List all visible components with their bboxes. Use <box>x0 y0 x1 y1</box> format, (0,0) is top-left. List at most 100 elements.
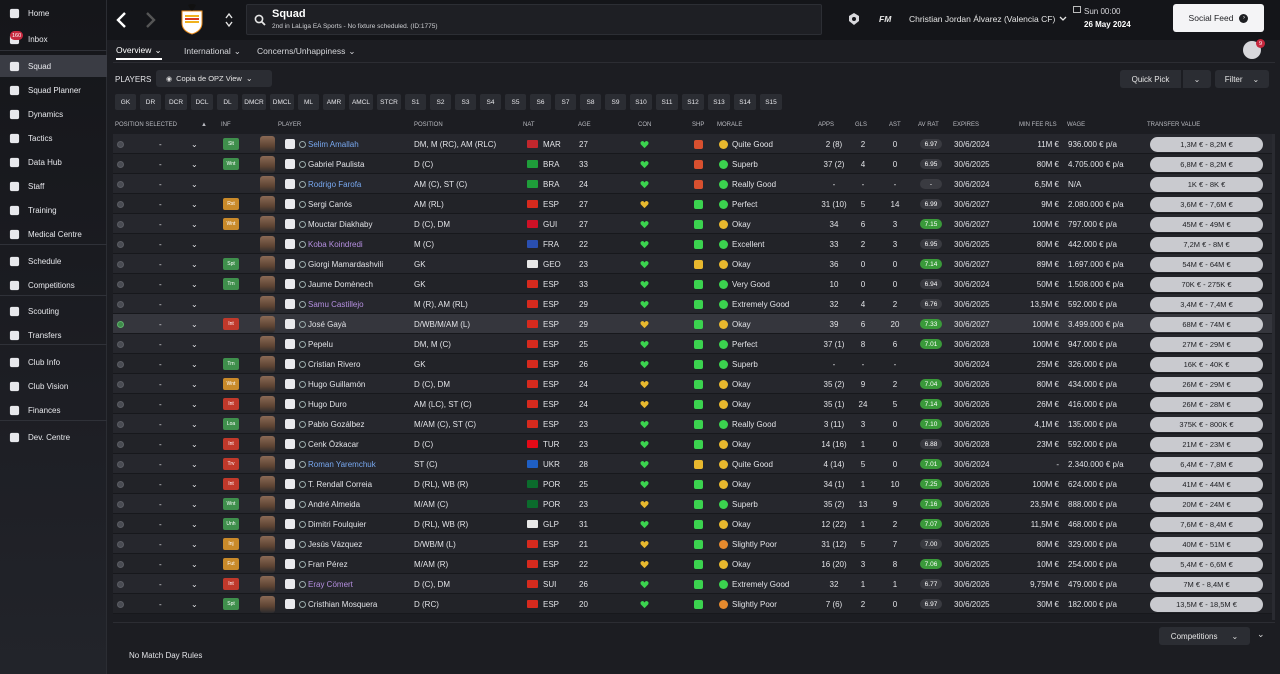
select-cell[interactable] <box>117 214 124 234</box>
select-cell[interactable] <box>117 254 124 274</box>
col-wage[interactable]: WAGE <box>1067 122 1086 128</box>
select-cell[interactable] <box>117 534 124 554</box>
select-cell[interactable] <box>117 494 124 514</box>
sidebar-item-home[interactable]: Home <box>0 2 107 24</box>
selection-dot[interactable] <box>117 320 124 328</box>
position-dropdown[interactable]: ⌄ <box>191 274 198 294</box>
position-filter-s5[interactable]: S5 <box>505 94 526 110</box>
table-row[interactable]: - ⌄ Int T. Rendall Correia D (RL), WB (R) POR… <box>113 474 1275 494</box>
selection-dot[interactable] <box>117 480 124 488</box>
sidebar-item-staff[interactable]: Staff <box>0 175 107 197</box>
table-row[interactable]: - ⌄ Trv Roman Yaremchuk ST (C) UKR 28 Quite Goo… <box>113 454 1275 474</box>
selection-dot[interactable] <box>117 160 124 168</box>
sidebar-item-inbox[interactable]: 160 Inbox <box>0 28 107 50</box>
col-position[interactable]: POSITION <box>414 122 443 128</box>
selection-dot[interactable] <box>117 440 124 448</box>
position-dropdown[interactable]: ⌄ <box>191 514 198 534</box>
player-name[interactable]: Gabriel Paulista <box>308 159 365 169</box>
selection-dot[interactable] <box>117 400 124 408</box>
player-name[interactable]: Jesús Vázquez <box>308 539 363 549</box>
col-position-selected[interactable]: POSITION SELECTED <box>115 122 178 128</box>
table-row[interactable]: - ⌄ Spt Cristhian Mosquera D (RC) ESP 20 Slight… <box>113 594 1275 614</box>
selection-dot[interactable] <box>117 580 124 588</box>
col-gls[interactable]: GLS <box>855 122 868 128</box>
select-cell[interactable] <box>117 334 124 354</box>
select-cell[interactable] <box>117 174 124 194</box>
position-dropdown[interactable]: ⌄ <box>191 594 198 614</box>
select-cell[interactable] <box>117 374 124 394</box>
table-row[interactable]: - ⌄ Trn Jaume Domènech GK ESP 33 Very Good 10 0 0 6… <box>113 274 1275 294</box>
col-player[interactable]: PLAYER <box>278 122 302 128</box>
select-cell[interactable] <box>117 514 124 534</box>
select-cell[interactable] <box>117 454 124 474</box>
position-filter-dcr[interactable]: DCR <box>165 94 187 110</box>
table-row[interactable]: - ⌄ Samu Castillejo M (R), AM (RL) ESP 29 Extr… <box>113 294 1275 314</box>
tab-concerns[interactable]: Concerns/Unhappiness ⌄ <box>257 42 355 60</box>
table-row[interactable]: - ⌄ Slt Selim Amallah DM, M (RC), AM (RLC) MA… <box>113 134 1275 154</box>
selection-dot[interactable] <box>117 420 124 428</box>
table-row[interactable]: - ⌄ Int José Gayà D/WB/M/AM (L) ESP 29 Okay 39 6 2… <box>113 314 1275 334</box>
player-name[interactable]: Cenk Özkacar <box>308 439 359 449</box>
position-filter-s7[interactable]: S7 <box>555 94 576 110</box>
position-dropdown[interactable]: ⌄ <box>191 134 198 154</box>
position-dropdown[interactable]: ⌄ <box>191 554 198 574</box>
view-select[interactable]: ◉ Copia de OPZ View ⌄ <box>156 70 272 87</box>
position-dropdown[interactable]: ⌄ <box>191 154 198 174</box>
sidebar-item-medical-centre[interactable]: Medical Centre <box>0 223 107 245</box>
select-cell[interactable] <box>117 234 124 254</box>
position-filter-s2[interactable]: S2 <box>430 94 451 110</box>
position-filter-dcl[interactable]: DCL <box>191 94 213 110</box>
table-row[interactable]: - ⌄ Pepelu DM, M (C) ESP 25 Perfect 37 (1) 8 6 7.0… <box>113 334 1275 354</box>
table-row[interactable]: - ⌄ Wnt Hugo Guillamón D (C), DM ESP 24 Okay 35 … <box>113 374 1275 394</box>
position-filter-dl[interactable]: DL <box>217 94 238 110</box>
back-button[interactable] <box>113 10 131 30</box>
sidebar-item-schedule[interactable]: Schedule <box>0 250 107 272</box>
position-dropdown[interactable]: ⌄ <box>191 414 198 434</box>
search-box[interactable]: Squad 2nd in LaLiga EA Sports - No fixtu… <box>246 4 822 35</box>
expand-chevron-icon[interactable]: ⌄ <box>1257 629 1265 639</box>
player-name[interactable]: Hugo Duro <box>308 399 347 409</box>
filter-button[interactable]: Filter ⌄ <box>1215 70 1269 88</box>
table-row[interactable]: - ⌄ Int Cenk Özkacar D (C) TUR 23 Okay 14 (16) 1 0… <box>113 434 1275 454</box>
sidebar-item-dev-centre[interactable]: Dev. Centre <box>0 426 107 448</box>
position-filter-s12[interactable]: S12 <box>682 94 704 110</box>
player-name[interactable]: Dimitri Foulquier <box>308 519 367 529</box>
player-name[interactable]: Pablo Gozálbez <box>308 419 365 429</box>
table-row[interactable]: - ⌄ Unh Dimitri Foulquier D (RL), WB (R) GLP 3… <box>113 514 1275 534</box>
table-row[interactable]: - ⌄ Wnt Gabriel Paulista D (C) BRA 33 Superb 37 … <box>113 154 1275 174</box>
player-name[interactable]: Mouctar Diakhaby <box>308 219 373 229</box>
table-row[interactable]: - ⌄ Wnt André Almeida M/AM (C) POR 23 Superb 35 … <box>113 494 1275 514</box>
sidebar-item-dynamics[interactable]: Dynamics <box>0 103 107 125</box>
position-dropdown[interactable]: ⌄ <box>191 194 198 214</box>
player-name[interactable]: José Gayà <box>308 319 347 329</box>
select-cell[interactable] <box>117 474 124 494</box>
position-dropdown[interactable]: ⌄ <box>191 434 198 454</box>
player-name[interactable]: Selim Amallah <box>308 139 359 149</box>
position-filter-amcl[interactable]: AMCL <box>349 94 373 110</box>
position-dropdown[interactable]: ⌄ <box>191 254 198 274</box>
col-apps[interactable]: APPS <box>818 122 835 128</box>
col-nat[interactable]: NAT <box>523 122 535 128</box>
scrollbar[interactable] <box>1272 134 1275 620</box>
manager-menu[interactable]: Christian Jordan Álvarez (Valencia CF) <box>909 14 1067 24</box>
position-filter-s3[interactable]: S3 <box>455 94 476 110</box>
player-name[interactable]: Giorgi Mamardashvili <box>308 259 384 269</box>
select-cell[interactable] <box>117 274 124 294</box>
table-row[interactable]: - ⌄ Trn Cristian Rivero GK ESP 26 Superb - - - 30/6… <box>113 354 1275 374</box>
position-dropdown[interactable]: ⌄ <box>191 574 198 594</box>
col-age[interactable]: AGE <box>578 122 591 128</box>
selection-dot[interactable] <box>117 600 124 608</box>
player-name[interactable]: Cristhian Mosquera <box>308 599 378 609</box>
selection-dot[interactable] <box>117 520 124 528</box>
position-dropdown[interactable]: ⌄ <box>191 294 198 314</box>
tab-international[interactable]: International ⌄ <box>184 42 241 60</box>
position-dropdown[interactable]: ⌄ <box>191 334 198 354</box>
table-row[interactable]: - ⌄ Koba Koindredi M (C) FRA 22 Excellent 33 2 3 6… <box>113 234 1275 254</box>
col-avrat[interactable]: AV RAT <box>918 122 939 128</box>
player-name[interactable]: André Almeida <box>308 499 361 509</box>
alerts-icon[interactable] <box>847 12 861 26</box>
tab-overview[interactable]: Overview ⌄ <box>116 42 162 60</box>
selection-dot[interactable] <box>117 260 124 268</box>
select-cell[interactable] <box>117 314 124 334</box>
player-name[interactable]: Rodrigo Farofa <box>308 179 362 189</box>
